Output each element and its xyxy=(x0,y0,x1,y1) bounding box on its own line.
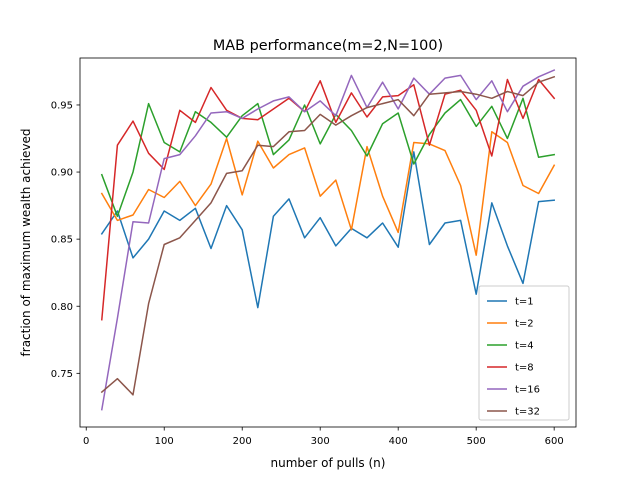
x-tick-label: 500 xyxy=(467,436,486,447)
plot-frame xyxy=(79,57,577,428)
legend-label-4: t=8 xyxy=(515,363,534,374)
series-line-5 xyxy=(100,69,556,411)
series-line-2 xyxy=(100,131,556,256)
legend-box xyxy=(478,285,570,421)
legend: t=1 t=2 t=4 t=8 t=16 t=32 xyxy=(478,285,570,421)
axes-layer: 0 100 200 300 400 500 600 0.75 0.80 0.85 0.90 0.95 xyxy=(51,101,564,447)
chart-title: MAB performance(m=2,N=100) xyxy=(213,38,443,54)
series-line-4 xyxy=(100,78,556,321)
y-tick-label: 0.75 xyxy=(51,369,73,380)
x-tick-label: 400 xyxy=(389,436,408,447)
x-tick-label: 0 xyxy=(83,436,89,447)
x-tick-label: 600 xyxy=(545,436,564,447)
y-tick-label: 0.95 xyxy=(51,101,73,112)
legend-label-5: t=16 xyxy=(515,385,540,396)
series-line-1 xyxy=(100,151,556,309)
y-tick-label: 0.80 xyxy=(51,302,73,313)
y-tick-label: 0.90 xyxy=(51,168,73,179)
y-axis-label: fraction of maximum wealth achieved xyxy=(19,129,33,357)
y-tick-label: 0.85 xyxy=(51,235,73,246)
x-tick-label: 200 xyxy=(233,436,252,447)
legend-label-6: t=32 xyxy=(515,407,540,418)
legend-label-2: t=2 xyxy=(515,319,534,330)
series-line-6 xyxy=(100,75,556,396)
x-axis-label: number of pulls (n) xyxy=(271,456,386,470)
x-tick-label: 300 xyxy=(311,436,330,447)
x-tick-label: 100 xyxy=(155,436,174,447)
legend-label-3: t=4 xyxy=(515,341,534,352)
legend-label-1: t=1 xyxy=(515,297,534,308)
series-layer xyxy=(100,69,556,411)
series-line-3 xyxy=(100,97,556,218)
